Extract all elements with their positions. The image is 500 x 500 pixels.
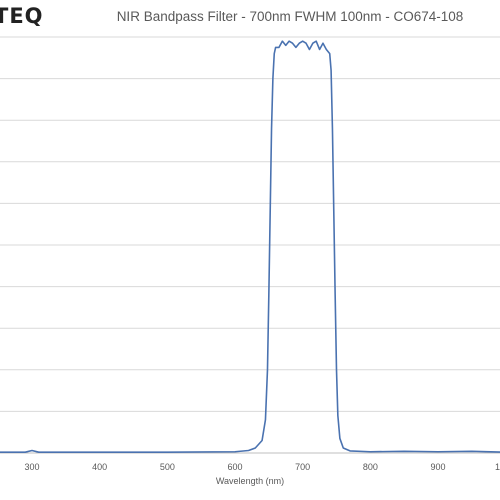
x-tick-label-300: 300 [24, 462, 39, 472]
x-tick-label-900: 900 [430, 462, 445, 472]
x-tick-label-600: 600 [227, 462, 242, 472]
x-tick-label-700: 700 [295, 462, 310, 472]
x-tick-label-800: 800 [363, 462, 378, 472]
gridlines [0, 36, 500, 412]
series-line-transmission [0, 40, 500, 453]
x-tick-label-500: 500 [160, 462, 175, 472]
brand-logo: TEQ [0, 4, 44, 28]
x-tick-label-1000: 1 [495, 462, 500, 472]
x-axis-label: Wavelength (nm) [215, 476, 285, 486]
x-tick-labels: 300 400 500 600 700 800 900 1 [24, 462, 500, 472]
x-tick-label-400: 400 [92, 462, 107, 472]
chart-title: NIR Bandpass Filter - 700nm FWHM 100nm -… [116, 9, 464, 24]
